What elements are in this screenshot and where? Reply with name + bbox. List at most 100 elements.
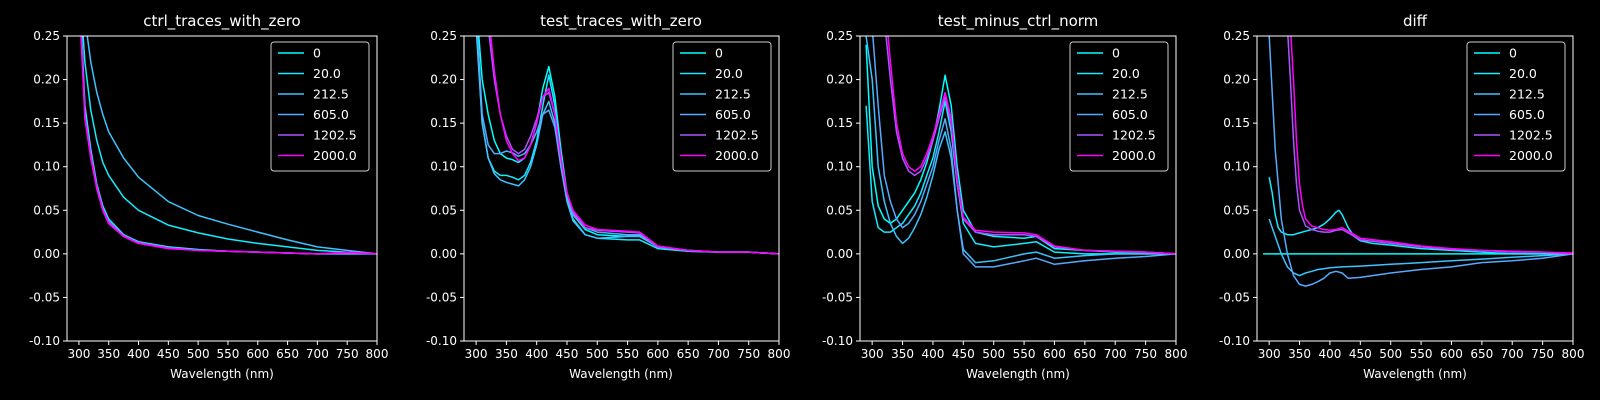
x-tick-label: 750 <box>1531 347 1554 361</box>
legend: 0 20.0 212.5 605.0 1202.5 2000.0 <box>1069 41 1169 172</box>
series-line-2000-0 <box>887 36 1176 255</box>
tick-group: 300 350 400 450 500 550 600 650 700 750 800 -0.10 -0… <box>822 29 1188 361</box>
plot-frame <box>859 35 1177 342</box>
legend-label: 0 <box>1509 46 1517 61</box>
subplot-test-traces-with-zero: test_traces_with_zero 300 350 400 450 500 550… <box>426 12 791 381</box>
series-line-20-0 <box>475 36 779 255</box>
x-tick-label: 700 <box>1501 347 1524 361</box>
x-tick-label: 750 <box>336 347 359 361</box>
y-tick-label: 0.05 <box>33 203 60 217</box>
y-tick-label: -0.10 <box>822 334 853 348</box>
x-tick-label: 450 <box>952 347 975 361</box>
x-tick-label: 700 <box>1104 347 1127 361</box>
tick-group: 300 350 400 450 500 550 600 650 700 750 800 -0.10 -0… <box>1219 29 1585 361</box>
y-tick-label: 0.20 <box>33 73 60 87</box>
subplot-test-minus-ctrl-norm: test_minus_ctrl_norm 300 350 400 450 500 550 6… <box>822 12 1188 381</box>
x-tick-label: 550 <box>616 347 639 361</box>
x-tick-label: 550 <box>1013 347 1036 361</box>
y-tick-label: 0.25 <box>33 29 60 43</box>
y-tick-label: 0.20 <box>1223 73 1250 87</box>
y-tick-label: 0.10 <box>430 160 457 174</box>
legend-label: 1202.5 <box>313 128 357 143</box>
x-tick-label: 400 <box>1318 347 1341 361</box>
legend-label: 1202.5 <box>1509 128 1553 143</box>
x-tick-label: 450 <box>556 347 579 361</box>
legend-label: 0 <box>313 46 321 61</box>
plot-frame <box>463 35 780 342</box>
x-tick-label: 700 <box>306 347 329 361</box>
legend-label: 0 <box>1112 46 1120 61</box>
y-tick-label: -0.05 <box>822 290 853 304</box>
y-tick-label: 0.10 <box>33 160 60 174</box>
x-tick-label: 350 <box>1288 347 1311 361</box>
legend-label: 212.5 <box>1509 87 1545 102</box>
legend: 0 20.0 212.5 605.0 1202.5 2000.0 <box>672 41 772 172</box>
subplot-ctrl-traces-with-zero: ctrl_traces_with_zero 300 350 400 450 500 550… <box>29 12 389 381</box>
legend: 0 20.0 212.5 605.0 1202.5 2000.0 <box>270 41 370 172</box>
y-tick-label: -0.10 <box>1219 334 1250 348</box>
x-tick-label: 500 <box>586 347 609 361</box>
y-tick-label: 0.05 <box>430 203 457 217</box>
x-tick-label: 600 <box>246 347 269 361</box>
y-tick-label: 0.25 <box>430 29 457 43</box>
legend-label: 0 <box>715 46 723 61</box>
x-tick-label: 800 <box>366 347 389 361</box>
y-tick-label: 0.15 <box>430 116 457 130</box>
legend-label: 20.0 <box>1112 66 1140 81</box>
subplot-diff: diff 300 350 400 450 500 550 600 650 700 750 800 -0… <box>1219 12 1585 381</box>
x-tick-label: 400 <box>525 347 548 361</box>
x-tick-label: 800 <box>768 347 791 361</box>
y-tick-label: 0.20 <box>826 73 853 87</box>
legend-label: 605.0 <box>1112 107 1148 122</box>
y-tick-label: 0.00 <box>33 247 60 261</box>
x-tick-label: 600 <box>1440 347 1463 361</box>
y-tick-label: 0.15 <box>826 116 853 130</box>
series-group <box>475 36 779 255</box>
x-tick-label: 400 <box>127 347 150 361</box>
x-tick-label: 650 <box>276 347 299 361</box>
series-group <box>1263 36 1573 287</box>
legend-label: 2000.0 <box>715 148 759 163</box>
tick-group: 300 350 400 450 500 550 600 650 700 750 800 -0.10 -0… <box>29 29 389 361</box>
y-tick-label: -0.05 <box>1219 290 1250 304</box>
x-tick-label: 450 <box>157 347 180 361</box>
legend-label: 1202.5 <box>1112 128 1156 143</box>
legend-label: 212.5 <box>1112 87 1148 102</box>
series-line-212-5 <box>865 36 1176 264</box>
x-tick-label: 500 <box>982 347 1005 361</box>
x-tick-label: 650 <box>1073 347 1096 361</box>
chart-title: ctrl_traces_with_zero <box>143 12 300 31</box>
legend-label: 605.0 <box>1509 107 1545 122</box>
chart-title: test_minus_ctrl_norm <box>938 12 1099 31</box>
x-tick-label: 750 <box>1134 347 1157 361</box>
plot-frame <box>1256 35 1574 342</box>
series-group <box>865 36 1176 268</box>
legend-label: 212.5 <box>313 87 349 102</box>
y-tick-label: 0.10 <box>826 160 853 174</box>
x-tick-label: 550 <box>217 347 240 361</box>
y-tick-label: 0.20 <box>430 73 457 87</box>
legend-label: 605.0 <box>715 107 751 122</box>
x-tick-label: 600 <box>646 347 669 361</box>
y-tick-label: 0.15 <box>1223 116 1250 130</box>
series-line-605-0 <box>872 36 1176 268</box>
x-tick-label: 300 <box>861 347 884 361</box>
y-tick-label: 0.15 <box>33 116 60 130</box>
x-tick-label: 700 <box>707 347 730 361</box>
y-tick-label: -0.10 <box>29 334 60 348</box>
x-tick-label: 350 <box>495 347 518 361</box>
legend-label: 2000.0 <box>313 148 357 163</box>
chart-title: diff <box>1403 12 1428 30</box>
series-line-1202-5 <box>885 36 1176 255</box>
x-tick-label: 800 <box>1562 347 1585 361</box>
series-line-605-0 <box>1268 36 1573 287</box>
chart-title: test_traces_with_zero <box>540 12 702 31</box>
y-tick-label: 0.00 <box>1223 247 1250 261</box>
y-tick-label: 0.05 <box>826 203 853 217</box>
series-line-212-5 <box>1268 218 1573 277</box>
x-tick-label: 300 <box>1258 347 1281 361</box>
x-axis-label: Wavelength (nm) <box>170 367 274 381</box>
y-tick-label: 0.25 <box>1223 29 1250 43</box>
